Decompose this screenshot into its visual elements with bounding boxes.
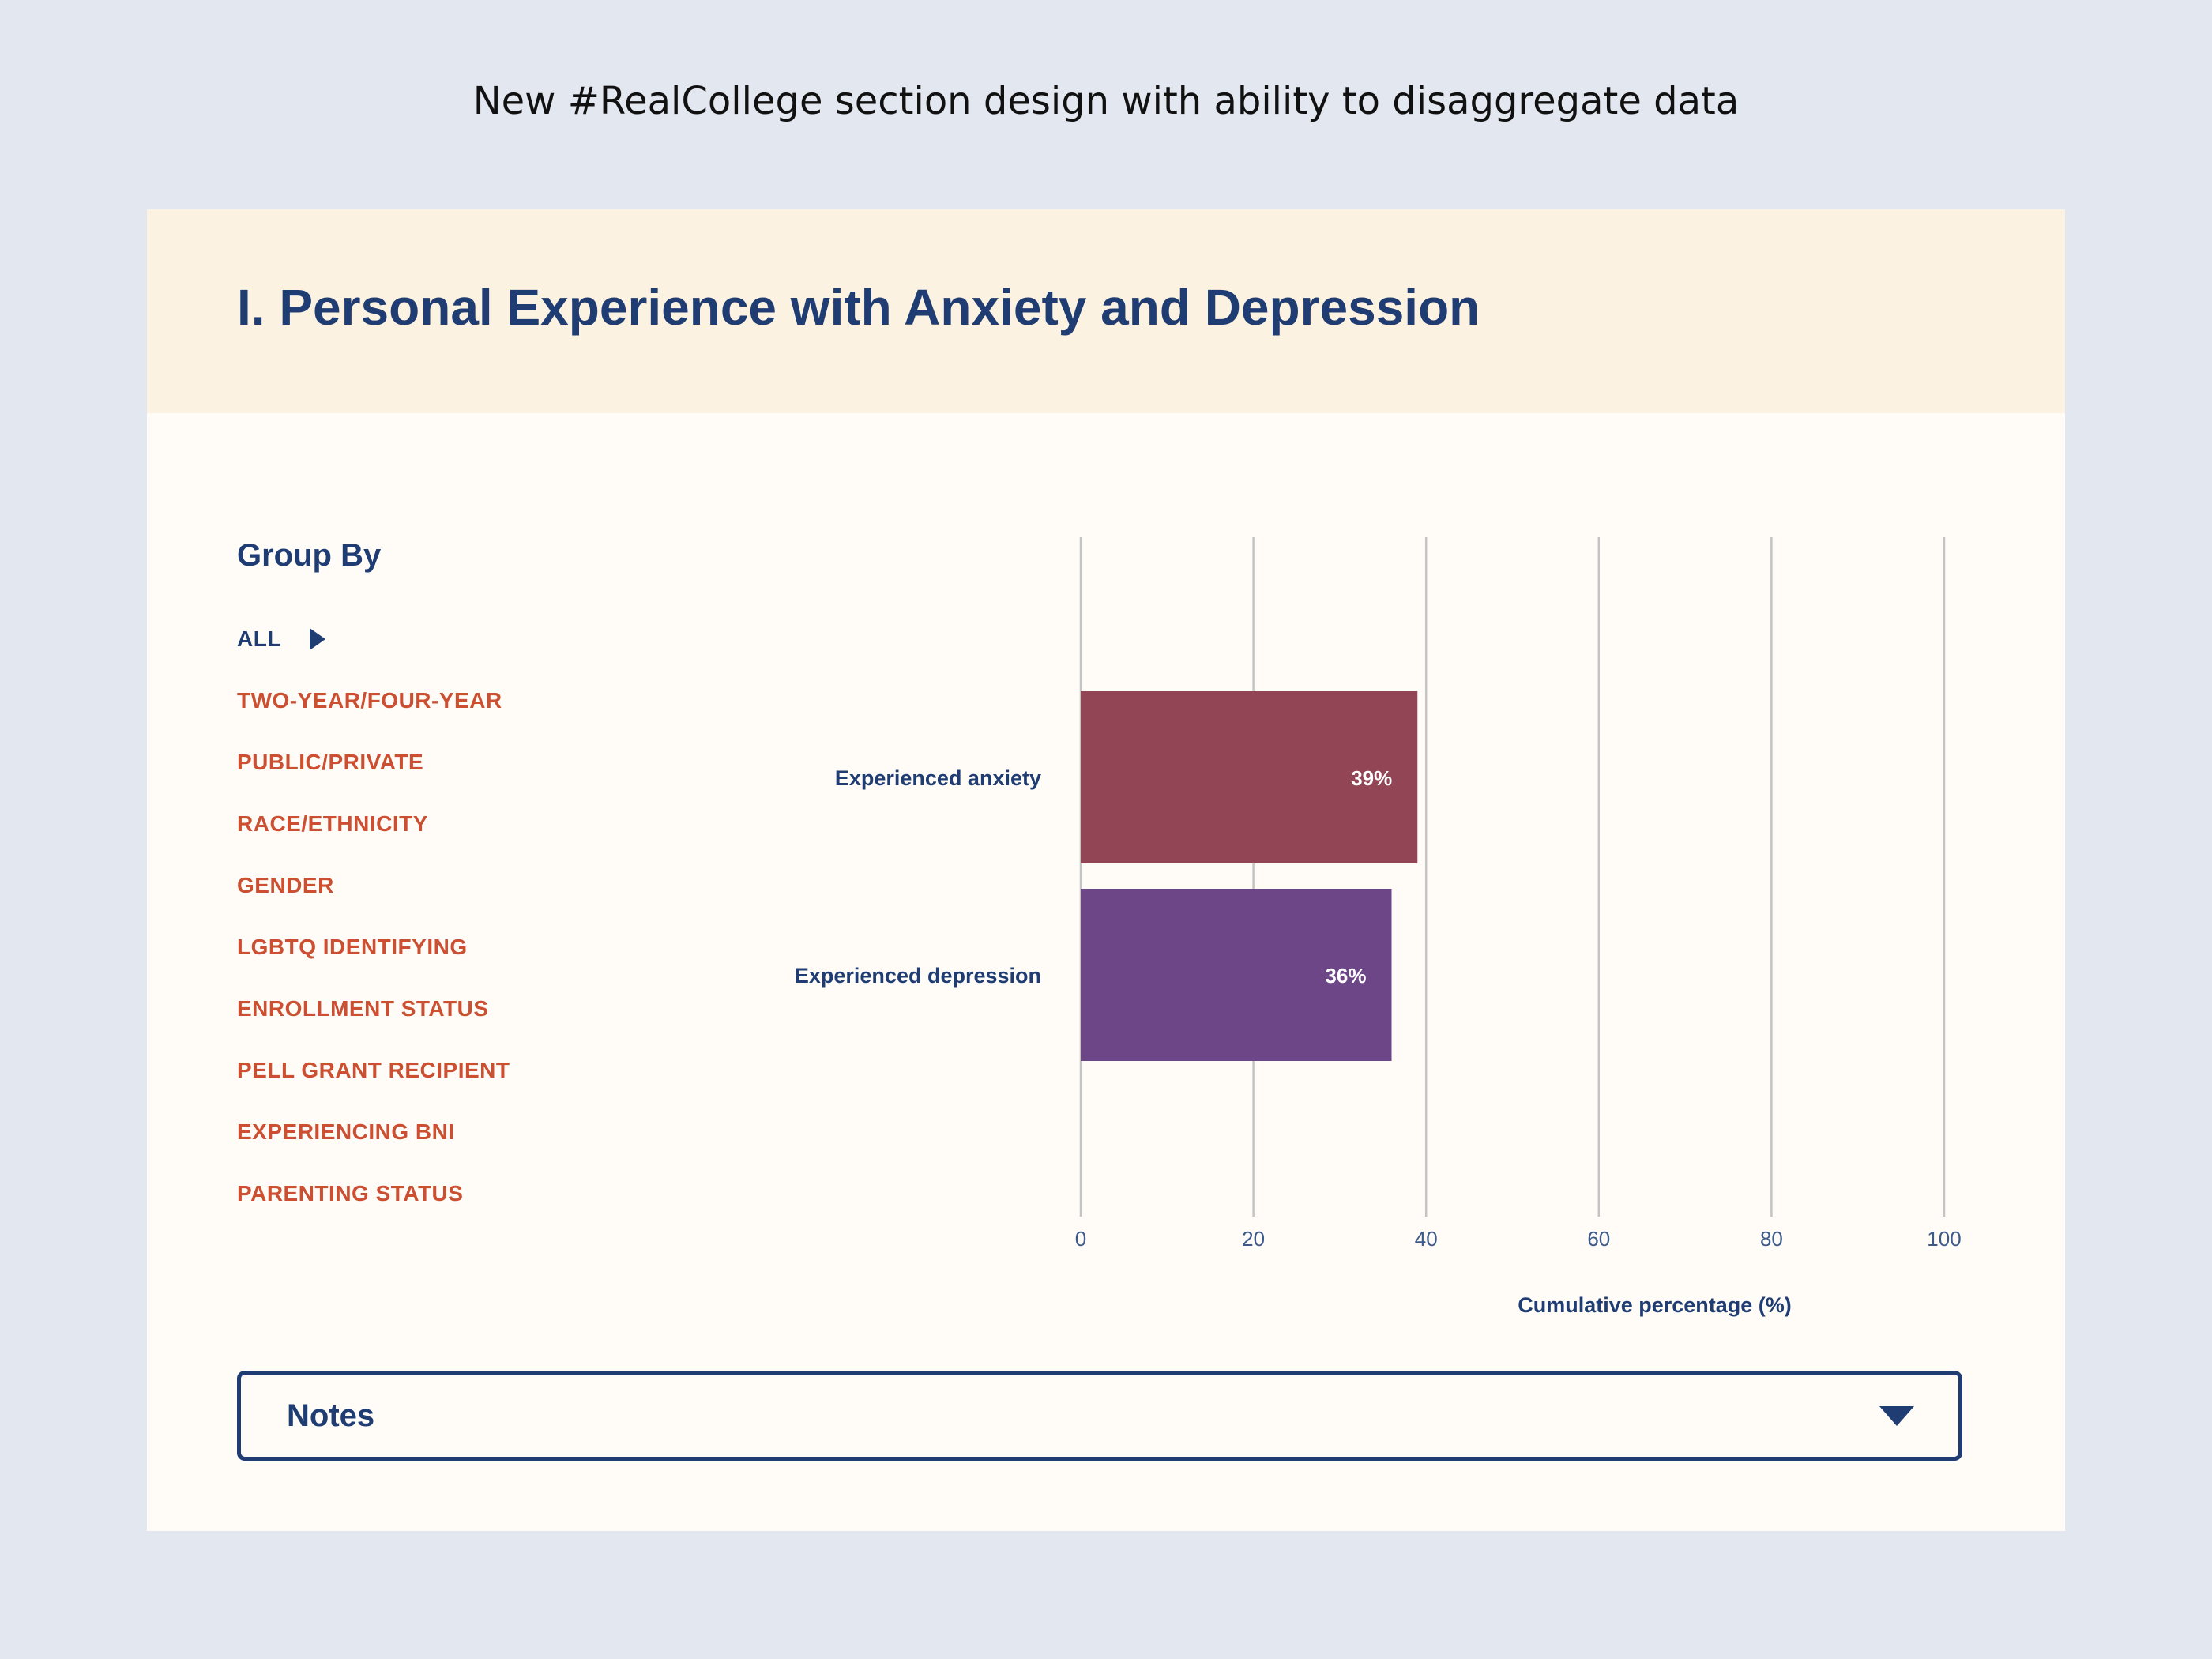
- bar: [1081, 691, 1418, 863]
- group-by-item-label: RACE/ETHNICITY: [237, 811, 428, 836]
- group-by-item-lgbtq-identifying[interactable]: LGBTQ IDENTIFYING: [237, 916, 510, 978]
- group-by-item-label: EXPERIENCING BNI: [237, 1119, 455, 1144]
- play-icon: [309, 628, 325, 650]
- x-tick-label: 0: [1075, 1227, 1086, 1251]
- group-by-item-race-ethnicity[interactable]: RACE/ETHNICITY: [237, 793, 510, 855]
- group-by-item-enrollment-status[interactable]: ENROLLMENT STATUS: [237, 978, 510, 1040]
- bar: [1081, 889, 1392, 1061]
- group-by-item-pell-grant-recipient[interactable]: PELL GRANT RECIPIENT: [237, 1040, 510, 1101]
- group-by-list: ALL TWO-YEAR/FOUR-YEAR PUBLIC/PRIVATE RACE/…: [237, 608, 510, 1224]
- group-by-item-label: ENROLLMENT STATUS: [237, 996, 489, 1021]
- bar-chart: 0 20 40 60 80 100 Experienced anxiety 39% Experi…: [795, 537, 1962, 1317]
- section-title: I. Personal Experience with Anxiety and …: [237, 279, 1480, 336]
- data-label: 39%: [1351, 766, 1392, 790]
- data-label: 36%: [1325, 964, 1366, 988]
- group-by-item-label: PARENTING STATUS: [237, 1181, 464, 1206]
- page-caption: New #RealCollege section design with abi…: [472, 79, 1740, 123]
- group-by-item-all[interactable]: ALL: [237, 608, 510, 670]
- x-axis-label: Cumulative percentage (%): [1518, 1293, 1792, 1317]
- category-label: Experienced anxiety: [835, 766, 1041, 790]
- group-by-item-label: GENDER: [237, 873, 334, 897]
- x-tick-label: 80: [1760, 1227, 1783, 1251]
- group-by-item-two-year-four-year[interactable]: TWO-YEAR/FOUR-YEAR: [237, 670, 510, 732]
- group-by-item-label: PELL GRANT RECIPIENT: [237, 1058, 510, 1082]
- group-by-item-label: PUBLIC/PRIVATE: [237, 750, 424, 774]
- x-tick-label: 60: [1587, 1227, 1610, 1251]
- chevron-down-icon[interactable]: [1879, 1405, 1914, 1426]
- group-by-item-experiencing-bni[interactable]: EXPERIENCING BNI: [237, 1101, 510, 1163]
- category-label: Experienced depression: [795, 964, 1041, 988]
- group-by-title: Group By: [237, 538, 382, 573]
- notes-dropdown[interactable]: Notes: [237, 1371, 1962, 1461]
- group-by-item-public-private[interactable]: PUBLIC/PRIVATE: [237, 732, 510, 793]
- group-by-item-parenting-status[interactable]: PARENTING STATUS: [237, 1163, 510, 1224]
- x-tick-label: 20: [1242, 1227, 1265, 1251]
- group-by-item-gender[interactable]: GENDER: [237, 855, 510, 916]
- group-by-item-label: TWO-YEAR/FOUR-YEAR: [237, 688, 502, 713]
- x-tick-label: 100: [1927, 1227, 1961, 1251]
- group-by-item-label: LGBTQ IDENTIFYING: [237, 935, 468, 959]
- notes-label: Notes: [287, 1398, 375, 1433]
- section-card: I. Personal Experience with Anxiety and …: [147, 209, 2065, 1531]
- group-by-item-label: ALL: [237, 626, 281, 651]
- section-header: I. Personal Experience with Anxiety and …: [147, 209, 2065, 413]
- x-tick-label: 40: [1415, 1227, 1438, 1251]
